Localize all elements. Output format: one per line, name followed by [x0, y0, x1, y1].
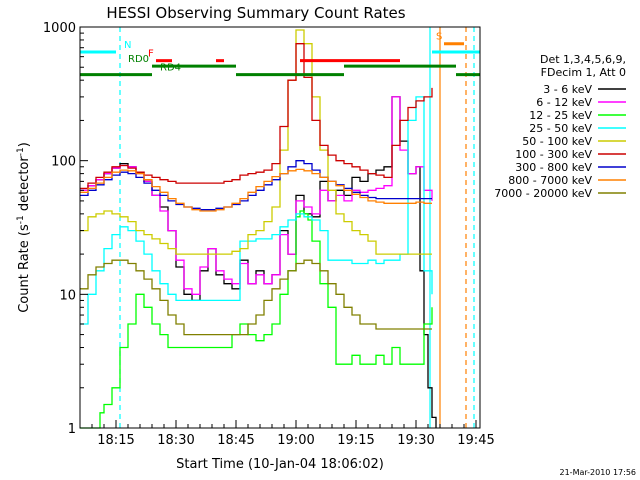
legend-header-line-2: FDecim 1, Att 0 — [541, 66, 626, 79]
series-line-9 — [80, 259, 432, 336]
legend-header-line-1: Det 1,3,4,5,6,9, — [540, 53, 626, 66]
axis-box — [79, 26, 481, 429]
legend-label-6: 100 - 300 keV — [515, 148, 592, 161]
legend-label-5: 50 - 100 keV — [522, 135, 592, 148]
series-line-3 — [80, 210, 433, 429]
flag-label-s: S — [436, 32, 442, 43]
series-line-8 — [80, 168, 432, 212]
y-axis-label-mid: detector — [17, 156, 32, 216]
y-axis-label-sup1: -1 — [16, 215, 26, 224]
legend-label-8: 800 - 7000 keV — [508, 174, 592, 187]
y-axis-label: Count Rate (s-1 detector-1) — [16, 142, 32, 313]
flag-label-rd4: RD4 — [160, 63, 181, 74]
series-line-1 — [80, 96, 437, 428]
flag-label-n: N — [124, 40, 131, 51]
legend-label-2: 6 - 12 keV — [536, 96, 592, 109]
legend-label-1: 3 - 6 keV — [543, 83, 592, 96]
series-line-5 — [80, 29, 432, 255]
y-axis-label-end: ) — [17, 142, 32, 147]
legend-label-3: 12 - 25 keV — [529, 109, 592, 122]
flag-label-rd0: RD0 — [128, 54, 149, 65]
y-tick-label-3: 1 — [68, 422, 76, 437]
x-tick-label-1: 18:30 — [157, 433, 194, 448]
legend-label-7: 300 - 800 keV — [515, 161, 592, 174]
legend: Det 1,3,4,5,6,9, FDecim 1, Att 0 3 - 6 k… — [494, 53, 626, 200]
x-axis: 18:15 18:30 18:45 19:00 19:15 19:30 19:45 — [79, 420, 495, 448]
x-tick-label-2: 18:45 — [217, 433, 254, 448]
y-tick-label-1: 100 — [51, 155, 76, 170]
x-tick-label-5: 19:30 — [397, 433, 434, 448]
x-tick-label-3: 19:00 — [277, 433, 314, 448]
legend-label-4: 25 - 50 keV — [529, 122, 592, 135]
y-axis-label-main: Count Rate (s — [17, 224, 32, 313]
date-stamp: 21-Mar-2010 17:56 — [560, 468, 637, 477]
x-tick-label-6: 19:45 — [457, 433, 494, 448]
x-tick-label-4: 19:15 — [337, 433, 374, 448]
y-axis: 1000 100 10 1 — [43, 21, 88, 437]
x-axis-label: Start Time (10-Jan-04 18:06:02) — [176, 457, 384, 472]
y-tick-label-2: 10 — [59, 288, 76, 303]
chart-title: HESSI Observing Summary Count Rates — [106, 4, 405, 22]
flag-label-f: F — [148, 49, 154, 60]
series-line-4 — [80, 96, 433, 325]
y-axis-label-sup2: -1 — [16, 147, 26, 156]
legend-label-9: 7000 - 20000 keV — [494, 187, 592, 200]
y-tick-label-0: 1000 — [43, 21, 76, 36]
x-tick-label-0: 18:15 — [97, 433, 134, 448]
